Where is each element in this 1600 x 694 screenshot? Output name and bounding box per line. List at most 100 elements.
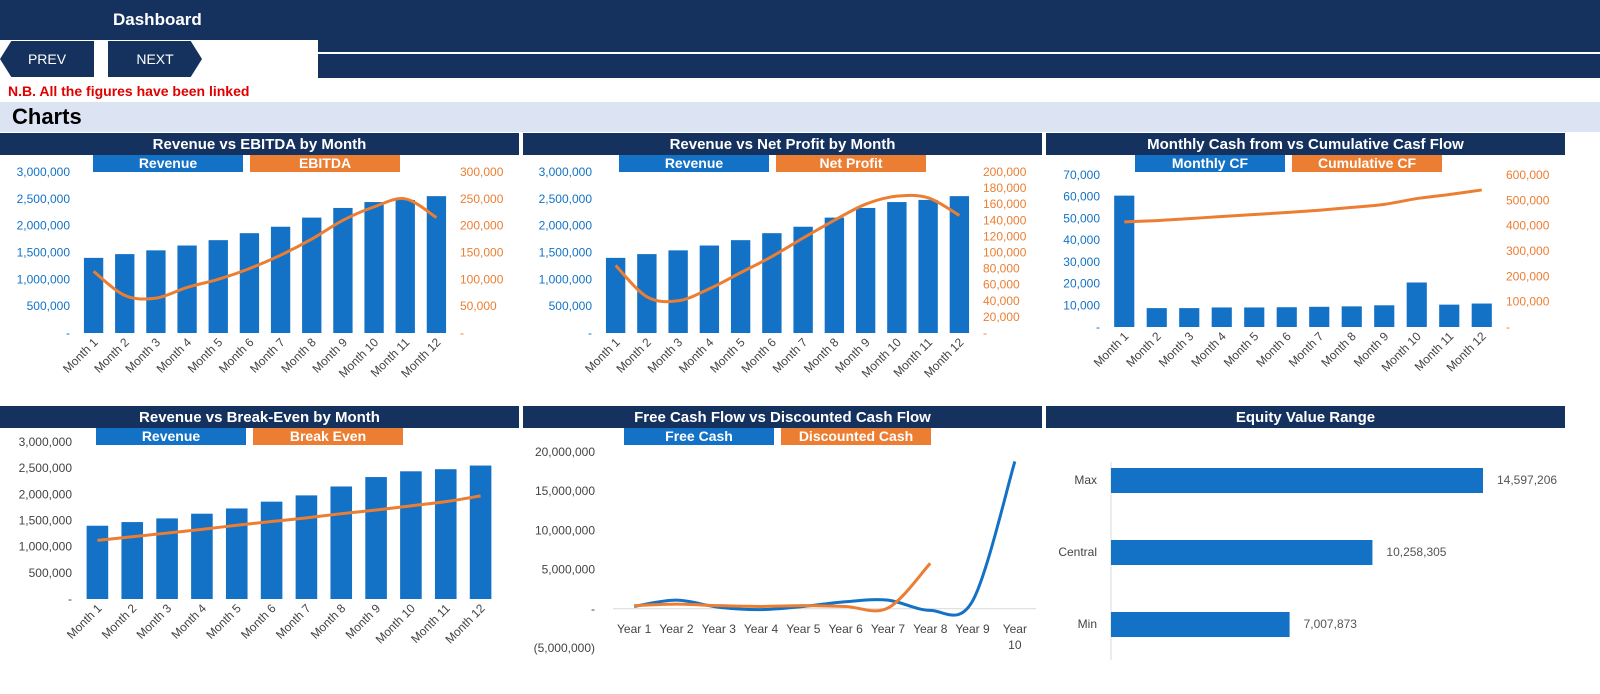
y-tick-label: 2,000,000 [17, 219, 71, 233]
y2-tick-label: 300,000 [460, 165, 504, 179]
y-tick-label: 500,000 [29, 566, 73, 580]
x-tick-label: Month 3 [1156, 329, 1197, 370]
y-tick-label: 1,000,000 [19, 540, 73, 554]
bar-4 [1211, 307, 1232, 327]
legend-swatch-1 [253, 428, 403, 445]
bar-1 [83, 257, 104, 333]
legend-swatch-0 [624, 428, 774, 445]
y2-tick-label: 160,000 [983, 197, 1027, 211]
legend-swatch-1 [250, 155, 400, 172]
legend-label-1: Discounted Cash [799, 428, 913, 444]
line-free-cash [633, 460, 1017, 617]
bar-3 [668, 250, 688, 333]
bar-2 [637, 254, 657, 333]
bar-3 [156, 518, 178, 599]
bar-10 [1406, 282, 1427, 327]
section-band [0, 102, 1600, 132]
y-tick-label: 500,000 [549, 299, 593, 313]
x-tick-label: Year [1003, 622, 1027, 636]
y-tick-label: 40,000 [1063, 233, 1100, 247]
bar-7 [793, 226, 813, 333]
page-title: Dashboard [113, 10, 202, 29]
y-tick-label: 10,000,000 [535, 523, 595, 537]
chart-revenue-netprofit: Revenue Net Profit - 500,000 1,000,000 1,500,… [539, 155, 1027, 381]
linked-note: N.B. All the figures have been linked [8, 83, 250, 99]
bar-12 [949, 196, 970, 333]
chart-title: Revenue vs EBITDA by Month [0, 133, 519, 155]
y2-tick-label: 40,000 [983, 294, 1020, 308]
chart-panel-fcf-dcf: Free Cash Flow vs Discounted Cash Flow F… [523, 406, 1042, 692]
legend-swatch-1 [776, 155, 926, 172]
y2-tick-label: 80,000 [983, 262, 1020, 276]
y2-tick-label: 150,000 [460, 246, 504, 260]
y2-tick-label: - [983, 326, 987, 340]
legend-label-0: Free Cash [665, 428, 733, 444]
y-tick-label: 1,000,000 [539, 272, 593, 286]
y-tick-label: 1,500,000 [17, 246, 71, 260]
y-tick-label: 20,000 [1063, 277, 1100, 291]
chart-title: Monthly Cash from vs Cumulative Casf Flo… [1046, 133, 1565, 155]
legend-label-1: Cumulative CF [1318, 155, 1416, 171]
bar-8 [1341, 306, 1362, 327]
y-tick-label: - [68, 592, 72, 606]
x-tick-label: Year 2 [659, 622, 694, 636]
y2-tick-label: 100,000 [460, 272, 504, 286]
x-tick-label: Year 4 [744, 622, 779, 636]
y2-tick-label: 100,000 [983, 246, 1027, 260]
y-tick-label: 3,000,000 [19, 435, 73, 449]
x-tick-label: Month 4 [1188, 329, 1229, 370]
y2-tick-label: 500,000 [1506, 193, 1550, 207]
y2-tick-label: 180,000 [983, 181, 1027, 195]
next-button[interactable]: NEXT [108, 41, 202, 77]
header-bar-right [318, 40, 1600, 78]
chart-equity-range: Max 14,597,206 Central 10,258,305 Min 7,007,8… [1058, 462, 1557, 660]
y-tick-label: 15,000,000 [535, 484, 595, 498]
y-tick-label: 30,000 [1063, 255, 1100, 269]
bar-9 [365, 477, 387, 599]
bar-2 [1146, 308, 1167, 327]
y-tick-label: 500,000 [27, 299, 71, 313]
x-tick-label-line2: 10 [1008, 638, 1022, 652]
y-tick-label: 2,500,000 [19, 461, 73, 475]
y2-tick-label: 60,000 [983, 278, 1020, 292]
equity-bar-min [1111, 612, 1290, 637]
chart-panel-revenue-ebitda: Revenue vs EBITDA by Month Revenue EBITDA… [0, 133, 519, 403]
bar-10 [887, 202, 907, 333]
bar-5 [1244, 307, 1265, 327]
y2-tick-label: 100,000 [1506, 295, 1550, 309]
legend-swatch-1 [1292, 155, 1442, 172]
y-tick-label: 2,000,000 [539, 219, 593, 233]
y2-tick-label: 400,000 [1506, 219, 1550, 233]
bar-8 [824, 217, 845, 333]
x-tick-label: Year 1 [617, 622, 652, 636]
bar-10 [364, 202, 384, 333]
chart-title: Equity Value Range [1046, 406, 1565, 428]
y2-tick-label: 120,000 [983, 229, 1027, 243]
y-tick-label: (5,000,000) [534, 641, 595, 655]
y-tick-label: 70,000 [1063, 168, 1100, 182]
bar-6 [762, 233, 782, 333]
bar-5 [730, 240, 751, 333]
legend-swatch-0 [1135, 155, 1285, 172]
category-label: Central [1058, 545, 1097, 559]
prev-button[interactable]: PREV [0, 41, 94, 77]
legend-label-1: EBITDA [299, 155, 351, 171]
y2-tick-label: 200,000 [1506, 269, 1550, 283]
line-cumulative-cf [1124, 188, 1482, 224]
y-tick-label: - [588, 326, 592, 340]
bar-10 [400, 471, 422, 599]
bar-9 [855, 207, 876, 333]
y2-tick-label: 300,000 [1506, 244, 1550, 258]
x-tick-label: Month 7 [1286, 329, 1327, 370]
bar-7 [270, 226, 291, 333]
category-label: Max [1074, 473, 1097, 487]
equity-bar-central [1111, 540, 1373, 565]
line-ebitda [92, 197, 438, 301]
bar-8 [302, 217, 322, 333]
bar-6 [239, 233, 260, 333]
y-tick-label: 1,000,000 [17, 272, 71, 286]
bar-1 [605, 257, 626, 333]
x-tick-label: Month 7 [273, 601, 314, 642]
bar-2 [115, 254, 135, 333]
y-tick-label: 2,500,000 [17, 192, 71, 206]
